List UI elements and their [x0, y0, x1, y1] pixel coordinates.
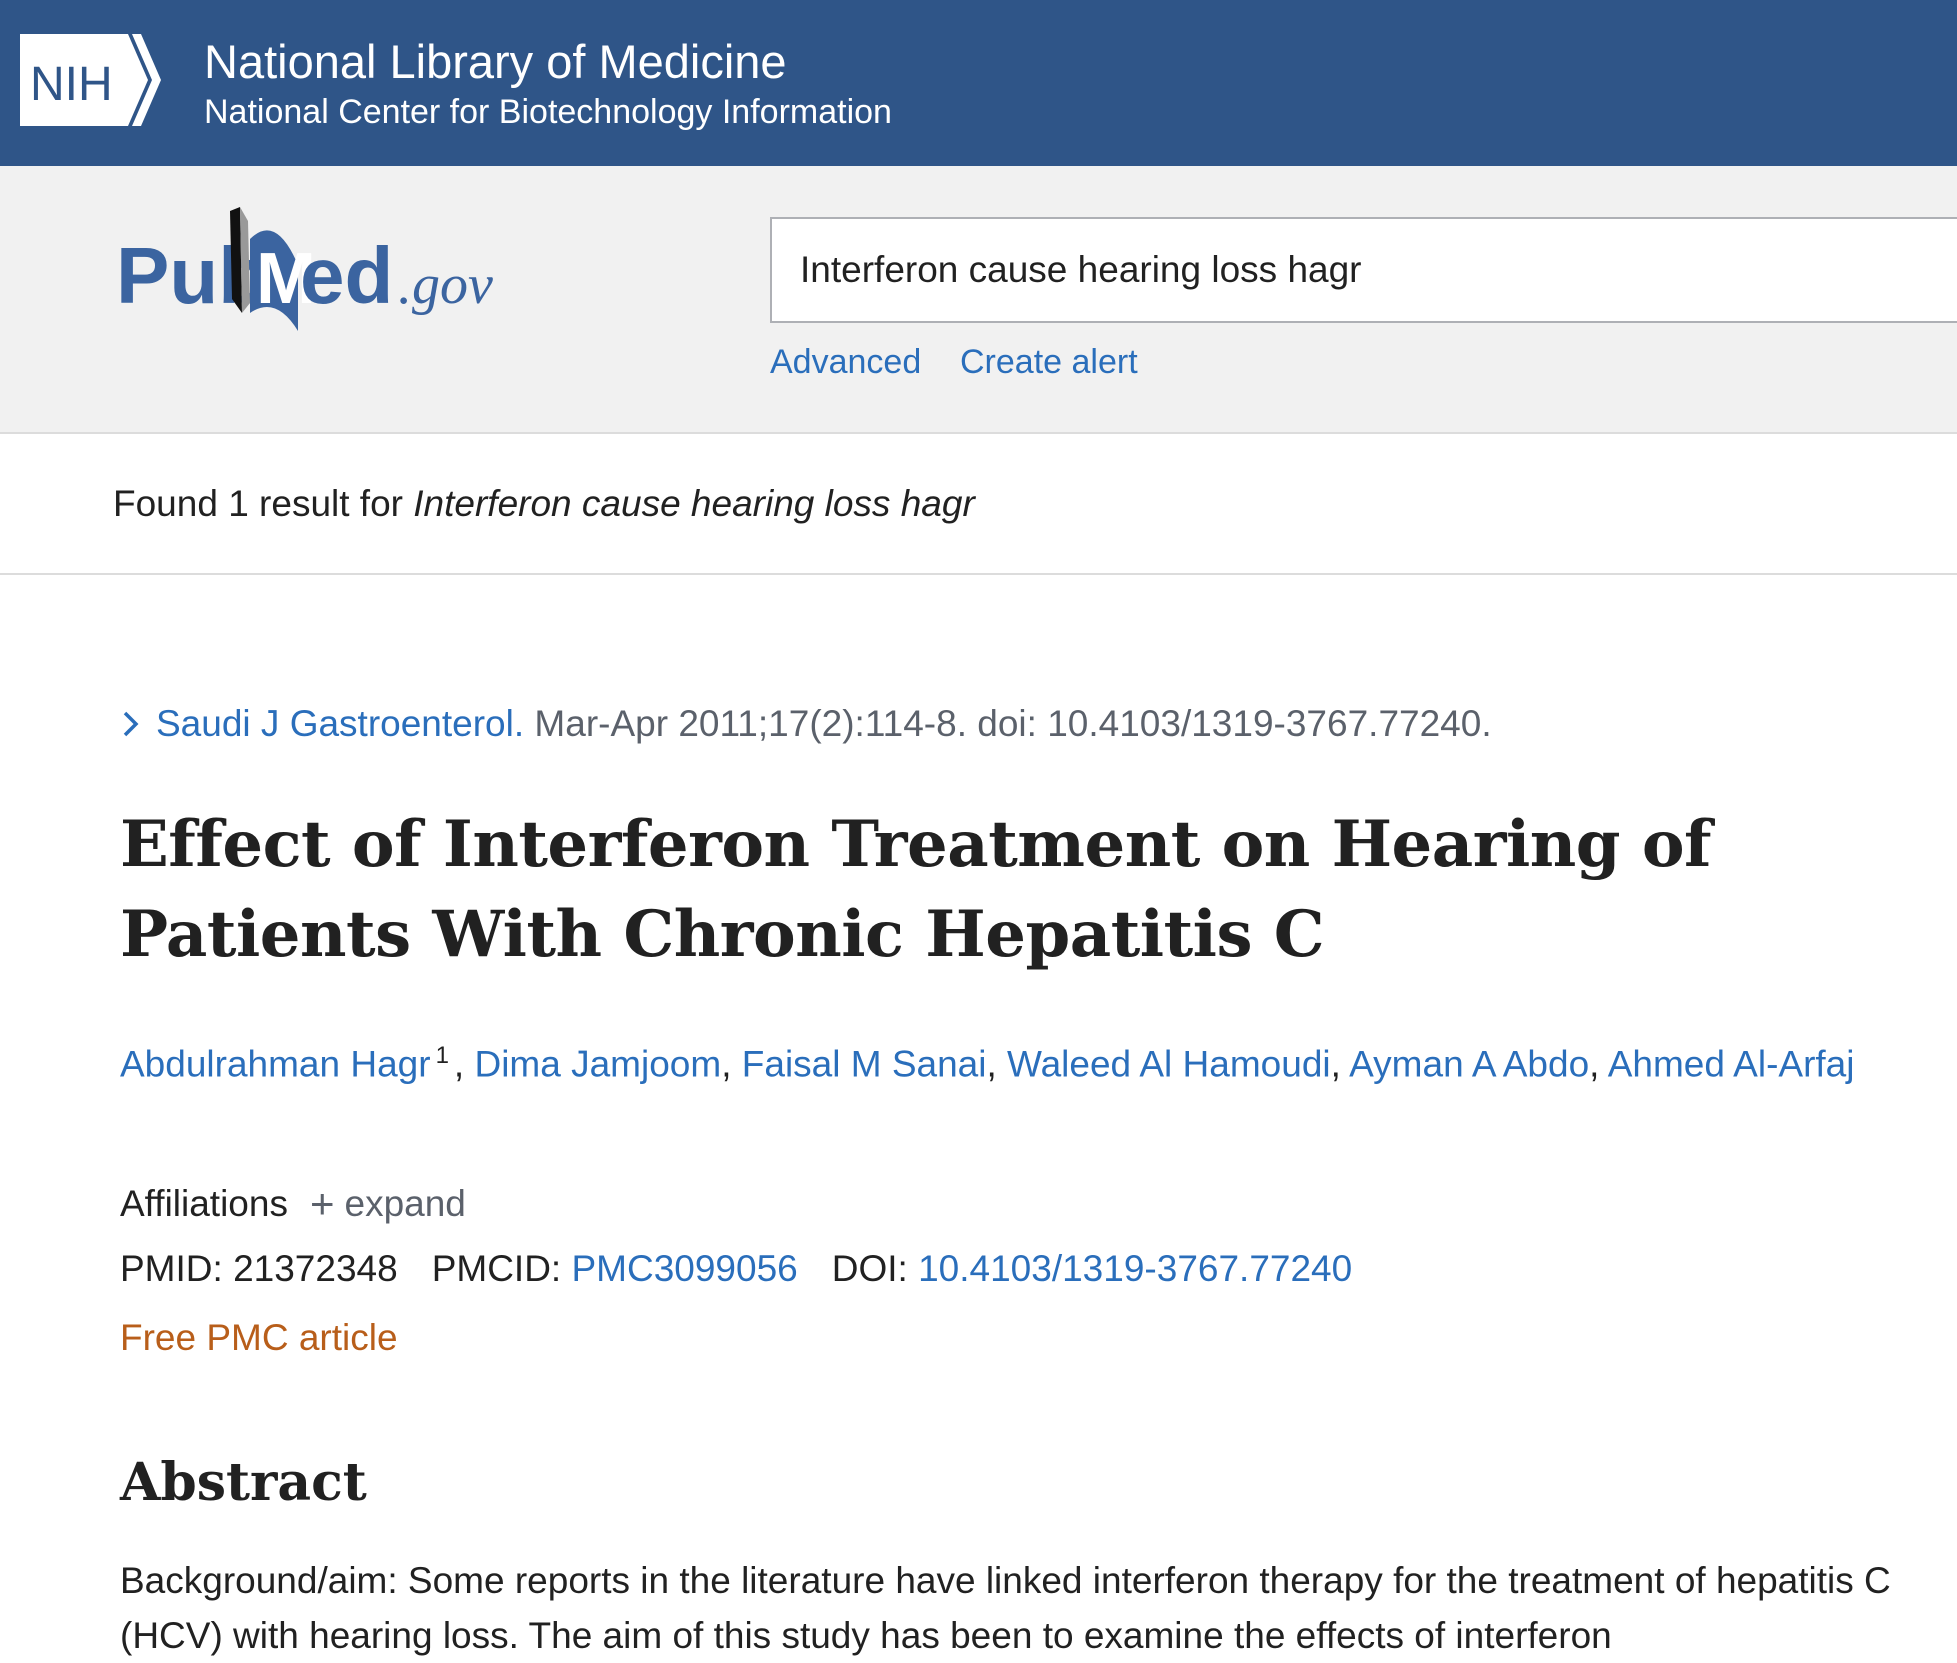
nih-logo[interactable]: NIH [20, 34, 165, 126]
pmid-value: 21372348 [233, 1248, 398, 1289]
found-prefix: Found 1 result for [113, 483, 414, 524]
expand-label: expand [344, 1183, 466, 1224]
svg-text:.gov: .gov [398, 254, 493, 316]
doi-link[interactable]: 10.4103/1319-3767.77240 [918, 1248, 1353, 1289]
author-link[interactable]: Ayman A Abdo [1349, 1043, 1590, 1085]
citation: Saudi J Gastroenterol. Mar-Apr 2011;17(2… [120, 703, 1492, 745]
abstract-heading: Abstract [120, 1452, 367, 1513]
article-ids: PMID: 21372348 PMCID: PMC3099056 DOI: 10.4… [120, 1248, 1352, 1290]
divider [0, 573, 1957, 575]
author-link[interactable]: Faisal M Sanai [741, 1043, 987, 1085]
affiliations-label: Affiliations [120, 1183, 288, 1224]
expand-affiliations-button[interactable]: + expand [310, 1183, 466, 1225]
pmid-label: PMID: [120, 1248, 234, 1289]
citation-details: Mar-Apr 2011;17(2):114-8. doi: 10.4103/1… [524, 703, 1492, 744]
author-link[interactable]: Ahmed Al-Arfaj [1607, 1043, 1855, 1085]
author-link[interactable]: Dima Jamjoom [474, 1043, 722, 1085]
article-title: Effect of Interferon Treatment on Hearin… [120, 807, 1712, 972]
svg-text:ed: ed [300, 231, 393, 320]
author-link[interactable]: Waleed Al Hamoudi [1007, 1043, 1331, 1085]
advanced-search-link[interactable]: Advanced [770, 343, 922, 381]
results-summary: Found 1 result for Interferon cause hear… [113, 483, 975, 525]
pmcid-label: PMCID: [431, 1248, 572, 1289]
chevron-right-icon[interactable] [120, 709, 142, 739]
pmcid-link[interactable]: PMC3099056 [571, 1248, 798, 1289]
found-query: Interferon cause hearing loss hagr [413, 483, 975, 524]
ncbi-subtitle[interactable]: National Center for Biotechnology Inform… [204, 93, 892, 131]
svg-text:M: M [256, 239, 316, 319]
author-list: Abdulrahman Hagr 1, Dima Jamjoom, Faisal … [120, 1042, 1855, 1085]
nih-header: NIH National Library of Medicine Nationa… [0, 0, 1957, 166]
search-input[interactable] [770, 217, 1957, 323]
create-alert-link[interactable]: Create alert [960, 343, 1138, 381]
plus-icon: + [309, 1180, 335, 1227]
nlm-title[interactable]: National Library of Medicine [204, 35, 787, 88]
journal-link[interactable]: Saudi J Gastroenterol. [156, 703, 525, 744]
svg-text:NIH: NIH [30, 58, 113, 111]
free-pmc-article-link[interactable]: Free PMC article [120, 1317, 398, 1358]
author-link[interactable]: Abdulrahman Hagr [120, 1043, 431, 1085]
affiliations: Affiliations + expand [120, 1183, 466, 1225]
pubmed-logo[interactable]: Pub M ed .gov [116, 203, 572, 331]
doi-label: DOI: [831, 1248, 919, 1289]
affiliation-ref[interactable]: 1 [435, 1042, 449, 1069]
